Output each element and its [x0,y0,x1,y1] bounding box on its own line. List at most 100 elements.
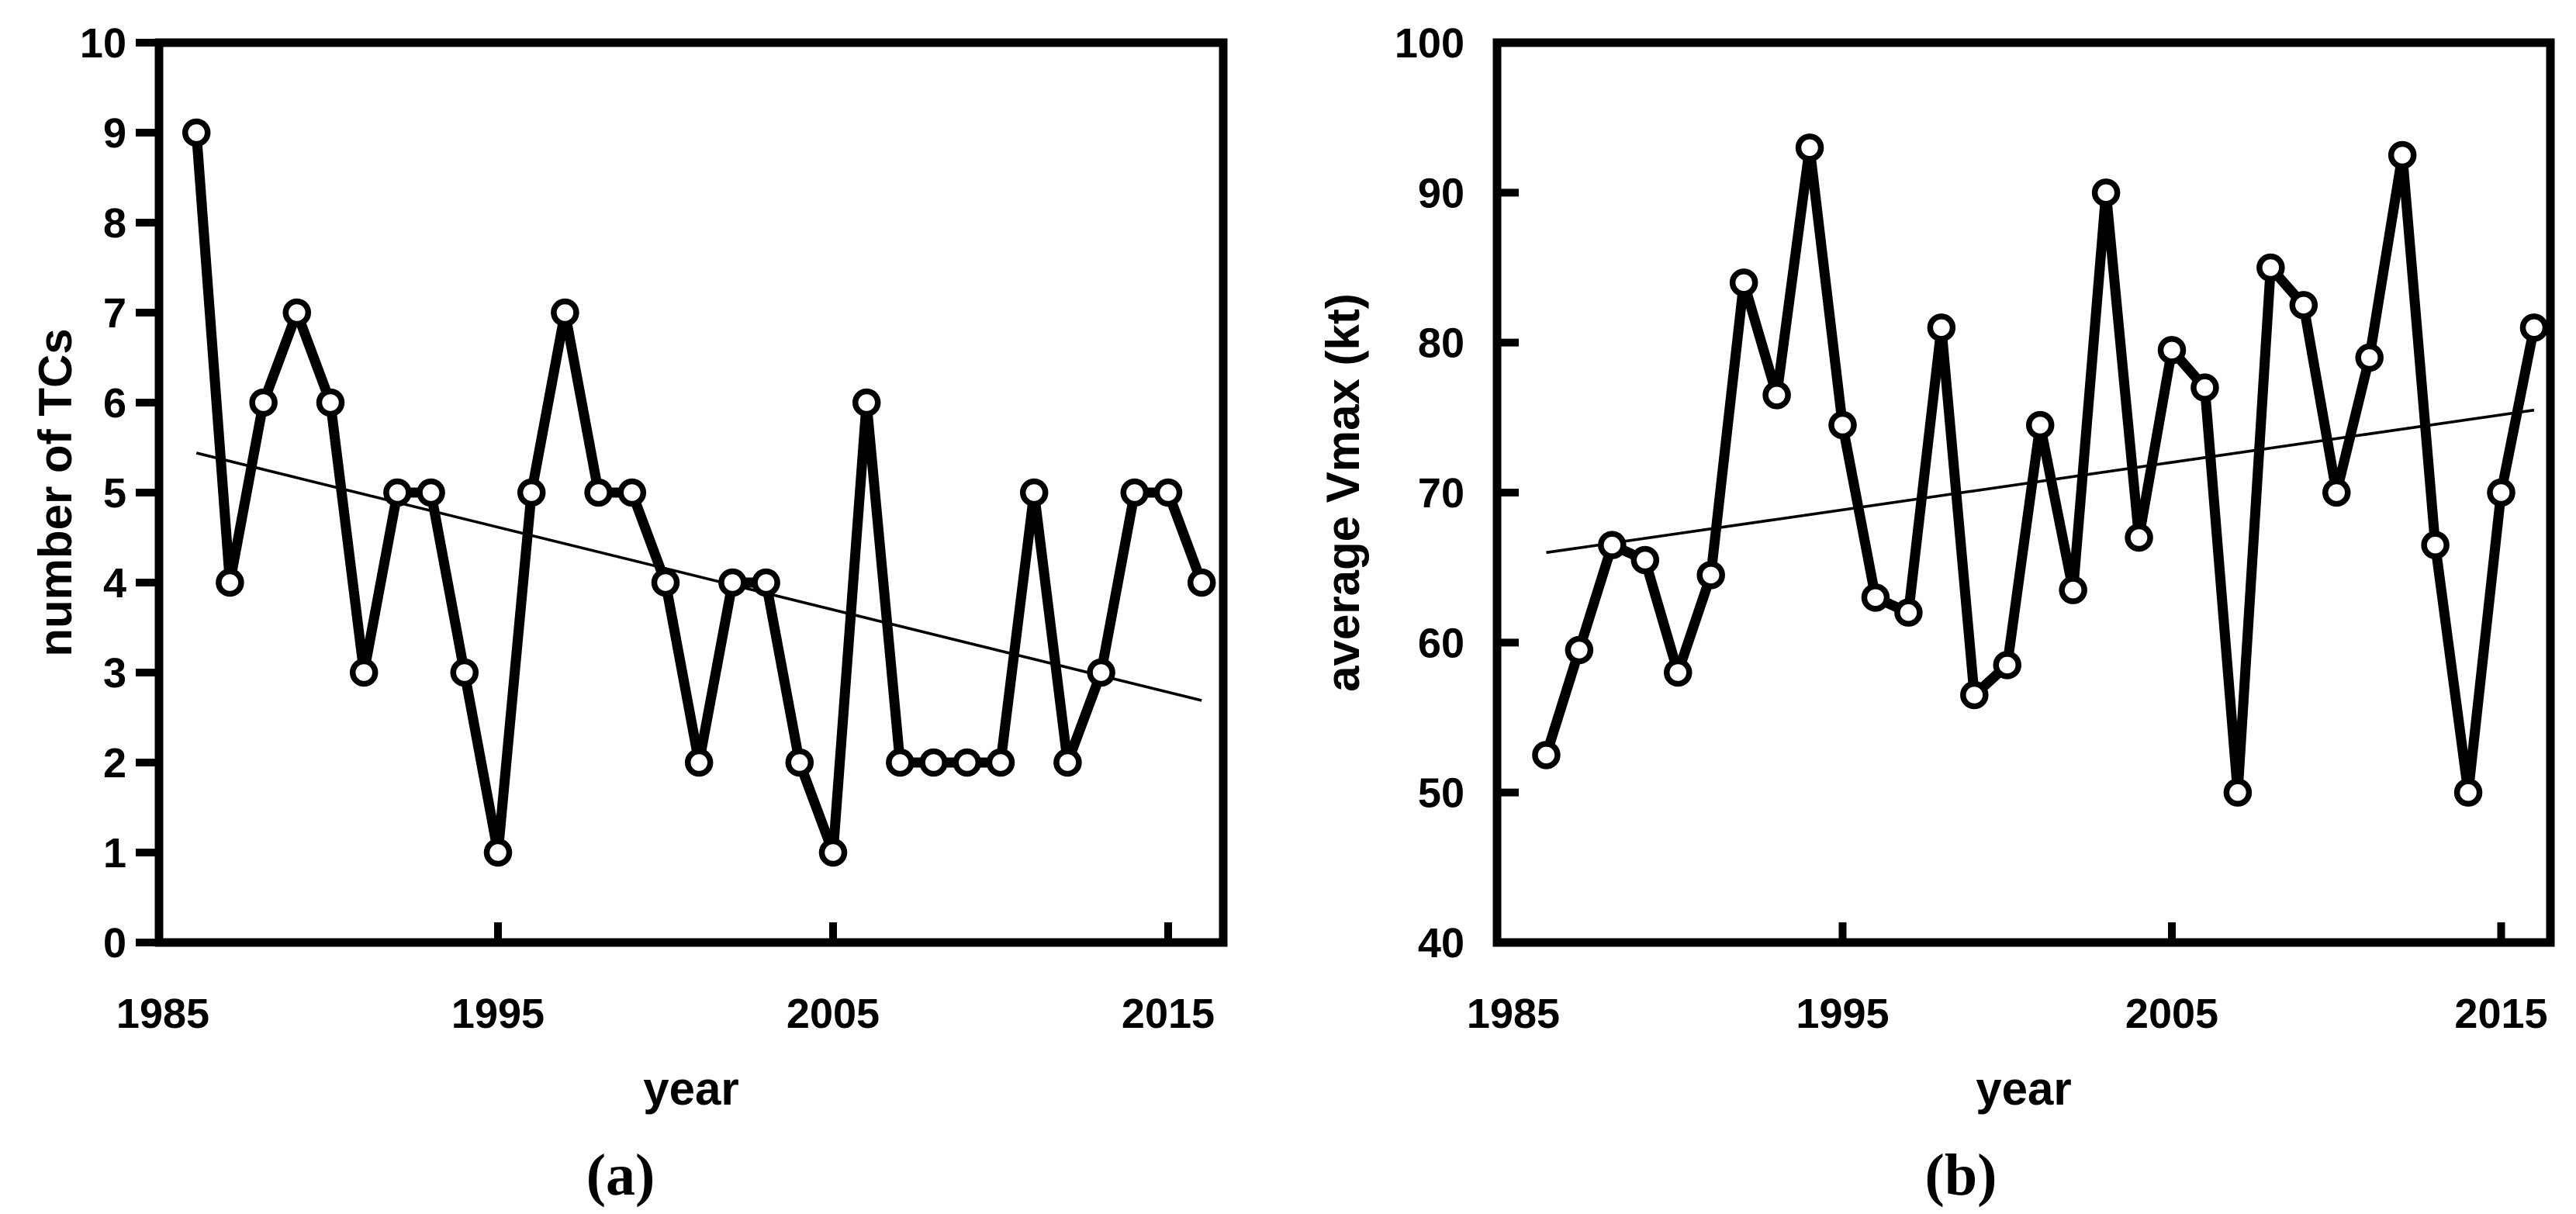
data-point-marker-a [216,568,244,597]
x-tick-label-b: 2015 [2454,991,2547,1037]
data-point-marker-b [2256,253,2285,282]
data-point-marker-b [1960,680,1989,710]
data-point-marker-b [2487,478,2515,507]
data-point-marker-a [1053,748,1082,777]
data-point-marker-b [2322,478,2351,507]
y-tick-label-b: 60 [1418,620,1464,666]
data-point-marker-a [1153,478,1183,507]
x-tick-label-a: 2005 [787,991,880,1037]
y-axis-title-b: average Vmax (kt) [1317,293,1369,692]
data-point-marker-b [1927,313,1956,342]
data-point-marker-b [2289,291,2318,320]
data-series-line-a [191,127,1207,858]
data-point-marker-b [1664,658,1693,687]
x-tick-label-b: 1995 [1796,991,1889,1037]
y-tick-label-a: 1 [103,830,126,877]
data-point-marker-b [1729,268,1758,297]
data-point-marker-a [785,748,814,777]
data-point-marker-a [953,748,982,777]
data-point-marker-a [1087,658,1115,687]
data-point-marker-b [1894,598,1923,627]
data-point-marker-a [551,298,579,327]
y-tick-label-b: 100 [1395,20,1464,67]
y-tick-label-a: 9 [103,110,126,157]
data-point-marker-a [684,748,714,777]
data-point-marker-b [2125,523,2153,552]
data-point-marker-a [986,748,1015,777]
panel-label-b: (b) [1925,1143,1997,1208]
data-point-marker-a [316,388,345,417]
data-point-marker-b [1696,561,1725,590]
y-tick-label-b: 90 [1418,170,1464,216]
data-point-marker-a [617,478,647,507]
plot-frame-a [154,38,1228,947]
y-tick-label-b: 80 [1418,320,1464,367]
x-tick-label-a: 2015 [1122,991,1215,1037]
y-tick-label-b: 70 [1418,470,1464,517]
data-point-marker-b [1795,133,1824,162]
data-point-marker-b [1861,583,1890,612]
y-tick-label-a: 3 [103,650,126,697]
data-point-marker-b [2190,373,2219,402]
data-series-line-b [1540,142,2540,798]
plot-frame-b [1492,38,2555,947]
data-point-marker-a [349,658,379,687]
data-point-marker-a [182,118,211,147]
data-point-marker-b [2223,778,2253,807]
x-axis-title-b: year [1976,1063,2071,1115]
data-point-marker-a [852,388,881,417]
data-point-marker-a [651,568,680,597]
chart-panel-a: 0 1 2 3 4 5 6 7 8 9 10 1985 1995 2005 2015 number of TC… [29,20,1228,1208]
data-point-marker-a [1019,478,1049,507]
data-point-marker-b [2421,531,2450,559]
x-tick-label-b: 2005 [2125,991,2218,1037]
y-tick-label-a: 8 [103,200,126,247]
data-point-marker-a [483,838,513,867]
x-axis-title-a: year [643,1063,738,1115]
data-point-marker-b [1762,381,1791,410]
data-point-marker-a [383,478,412,507]
data-point-marker-a [450,658,479,687]
data-point-marker-a [919,748,948,777]
x-tick-label-a: 1995 [451,991,545,1037]
y-tick-label-a: 4 [103,560,126,607]
data-point-marker-b [1828,410,1857,440]
data-point-marker-a [1120,478,1150,507]
data-point-marker-b [2091,178,2121,207]
y-tick-label-a: 2 [103,740,126,787]
data-point-marker-a [417,478,445,507]
y-tick-label-a: 6 [103,380,126,427]
data-point-marker-a [818,838,848,867]
data-point-marker-b [1598,531,1627,559]
data-point-marker-b [1993,651,2021,680]
data-point-marker-b [2453,778,2483,807]
x-tick-label-b: 1985 [1467,991,1560,1037]
x-tick-label-a: 1985 [116,991,209,1037]
y-tick-label-b: 50 [1418,770,1464,817]
panel-label-a: (a) [586,1143,655,1208]
data-point-marker-a [249,388,278,417]
data-point-marker-b [2157,336,2187,365]
data-point-marker-b [2388,140,2417,170]
data-point-marker-b [2025,410,2055,440]
data-point-marker-b [2519,313,2549,342]
data-point-marker-b [2355,343,2384,372]
chart-panel-b: 40 50 60 70 80 90 100 1985 1995 2005 2015 average V… [1317,20,2555,1208]
data-point-marker-a [282,298,312,327]
y-tick-label-a: 7 [103,290,126,337]
trend-line-b [1546,408,2535,555]
y-axis-title-a: number of TCs [29,328,81,656]
trend-line-a [195,451,1202,702]
data-point-marker-b [1630,545,1660,575]
data-point-marker-a [584,478,613,507]
y-tick-label-b: 40 [1418,920,1464,967]
data-point-marker-b [1532,741,1561,770]
data-point-marker-a [517,478,546,507]
data-point-marker-a [752,568,780,597]
y-tick-label-a: 10 [80,20,126,67]
data-point-marker-a [718,568,747,597]
data-point-marker-b [1565,635,1594,665]
y-tick-label-a: 0 [103,920,126,967]
data-point-marker-b [2059,576,2087,604]
